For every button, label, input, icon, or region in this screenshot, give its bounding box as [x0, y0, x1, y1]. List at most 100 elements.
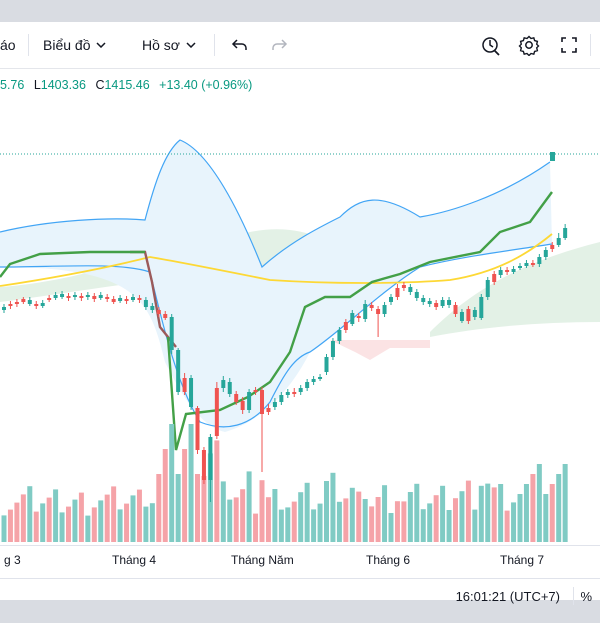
candle-body: [537, 257, 542, 264]
volume-bar: [491, 487, 497, 544]
bottom-status-bar: 16:01:21 (UTC+7) %: [0, 578, 600, 623]
settings-icon[interactable]: [514, 30, 544, 60]
candle-body: [453, 305, 458, 314]
candle-body: [156, 310, 161, 314]
candle-body: [240, 401, 245, 410]
candle-body: [427, 301, 432, 304]
candle-body: [330, 341, 335, 357]
candle-body: [324, 357, 329, 372]
volume-bar: [149, 503, 155, 544]
volume-bar: [433, 495, 439, 544]
volume-bar: [498, 484, 504, 544]
undo-icon[interactable]: [225, 30, 255, 60]
volume-bar: [66, 506, 71, 544]
candle-body: [253, 390, 258, 392]
volume-bar: [259, 480, 265, 544]
candle-body: [189, 378, 194, 407]
volume-bar: [227, 499, 233, 544]
yellow-ma-line: [0, 233, 553, 287]
candle-body: [227, 382, 232, 394]
volume-bar: [162, 449, 168, 544]
candle-body: [440, 300, 445, 306]
volume-bar: [124, 503, 130, 544]
chart-type-dropdown[interactable]: Biểu đồ: [43, 22, 107, 68]
chevron-down-icon: [96, 40, 107, 51]
candle-body: [382, 305, 387, 314]
candle-body: [195, 408, 200, 450]
candle-body: [530, 263, 535, 265]
volume-bar: [214, 440, 220, 544]
price-chart[interactable]: [0, 92, 600, 544]
volume-bar: [311, 509, 317, 544]
volume-bar: [562, 464, 568, 544]
top-toolbar: áo Biểu đồ Hồ sơ: [0, 22, 600, 69]
profile-dropdown[interactable]: Hồ sơ: [142, 22, 196, 68]
volume-bar: [72, 499, 78, 544]
candle-body: [395, 288, 400, 297]
volume-bar: [401, 501, 407, 544]
candle-body: [27, 300, 32, 304]
volume-bar: [420, 509, 426, 544]
volume-bar: [330, 472, 336, 544]
candle-body: [53, 295, 58, 298]
volume-bar: [453, 498, 458, 544]
candle-body: [8, 304, 13, 306]
volume-bar: [40, 503, 46, 544]
volume-bar: [324, 481, 329, 544]
ohlc-low-value: 1403.36: [40, 78, 86, 92]
candle-body: [498, 270, 503, 275]
candle-body: [369, 305, 374, 308]
chart-canvas[interactable]: [0, 92, 600, 544]
volume-bar: [1, 515, 7, 544]
candle-body: [492, 274, 497, 282]
volume-bar: [53, 489, 59, 544]
candle-body: [550, 245, 555, 249]
volume-bar: [362, 499, 368, 544]
volume-bar: [304, 482, 310, 544]
bollinger-band-fill: [0, 140, 552, 432]
alerts-menu-partial[interactable]: áo: [0, 37, 16, 53]
volume-bar: [91, 507, 97, 544]
candle-body: [447, 300, 452, 305]
candle-body: [401, 285, 406, 288]
candle-body: [485, 280, 490, 297]
x-axis-label-month4: Tháng 4: [112, 553, 157, 567]
timezone-clock[interactable]: 16:01:21 (UTC+7): [455, 588, 560, 604]
candle-body: [131, 297, 135, 300]
volume-bar: [59, 512, 65, 544]
volume-bar: [143, 506, 149, 544]
volume-bar: [536, 464, 542, 544]
volume-bar: [285, 507, 291, 544]
candle-body: [563, 228, 568, 238]
volume-bar: [272, 489, 278, 544]
candle-body: [79, 296, 84, 298]
candle-body: [350, 313, 355, 324]
candle-body: [356, 316, 361, 318]
volume-bar: [530, 474, 536, 544]
volume-bar: [7, 509, 13, 544]
profile-label: Hồ sơ: [142, 37, 180, 53]
candle-body: [472, 310, 477, 317]
percent-scale-toggle[interactable]: %: [580, 588, 592, 604]
toolbar-divider: [214, 34, 215, 56]
x-axis-label-month6: Tháng 6: [366, 553, 411, 567]
volume-bar: [465, 480, 471, 544]
volume-bar: [169, 424, 175, 544]
candle-body: [434, 303, 439, 307]
candle-body: [124, 299, 129, 301]
volume-bar: [104, 494, 110, 544]
volume-bar: [46, 497, 52, 544]
fullscreen-icon[interactable]: [554, 30, 584, 60]
volume-bar: [33, 511, 39, 544]
volume-bar: [375, 497, 381, 544]
alert-icon[interactable]: [476, 30, 506, 60]
candle-body: [34, 304, 39, 306]
volume-bar: [523, 484, 529, 544]
candle-body: [143, 300, 148, 307]
candle-body: [14, 302, 19, 304]
candle-body: [150, 306, 155, 310]
candle-body: [47, 298, 52, 300]
candle-body: [40, 303, 45, 306]
green-ma-line: [0, 191, 553, 451]
redo-icon[interactable]: [264, 30, 294, 60]
